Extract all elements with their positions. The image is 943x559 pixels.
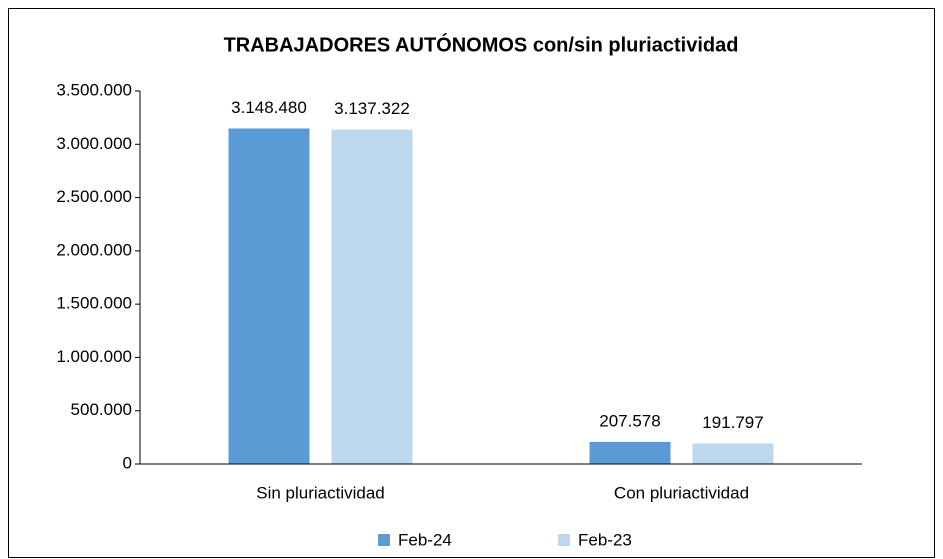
data-label: 3.148.480 [231, 98, 307, 117]
data-label: 191.797 [702, 413, 763, 432]
legend-swatch [378, 534, 390, 546]
legend-label: Feb-23 [578, 530, 632, 549]
chart-border [8, 8, 935, 558]
legend-label: Feb-24 [398, 530, 452, 549]
y-tick-label: 1.500.000 [56, 294, 132, 313]
y-tick-label: 500.000 [71, 400, 132, 419]
x-tick-label: Con pluriactividad [614, 483, 749, 502]
chart-title: TRABAJADORES AUTÓNOMOS con/sin pluriacti… [224, 32, 739, 56]
bar [692, 443, 774, 464]
data-label: 3.137.322 [334, 99, 410, 118]
bar [228, 128, 310, 465]
y-tick-label: 2.000.000 [56, 240, 132, 259]
bar [331, 129, 413, 464]
x-tick-label: Sin pluriactividad [256, 483, 385, 502]
legend-swatch [558, 534, 570, 546]
data-label: 207.578 [599, 411, 660, 430]
y-tick-label: 3.500.000 [56, 80, 132, 99]
y-tick-label: 0 [123, 453, 132, 472]
y-tick-label: 3.000.000 [56, 134, 132, 153]
y-tick-label: 1.000.000 [56, 347, 132, 366]
bar [589, 441, 671, 464]
y-tick-label: 2.500.000 [56, 187, 132, 206]
